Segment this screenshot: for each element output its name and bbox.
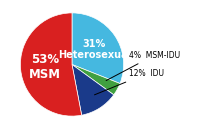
Wedge shape [72, 13, 124, 83]
Text: 31%
Heterosexual: 31% Heterosexual [58, 39, 131, 60]
Text: 53%
MSM: 53% MSM [29, 53, 61, 81]
Text: 12%  IDU: 12% IDU [94, 69, 164, 95]
Text: 4%  MSM-IDU: 4% MSM-IDU [106, 51, 180, 81]
Wedge shape [72, 64, 114, 115]
Wedge shape [20, 13, 82, 116]
Wedge shape [72, 64, 120, 95]
